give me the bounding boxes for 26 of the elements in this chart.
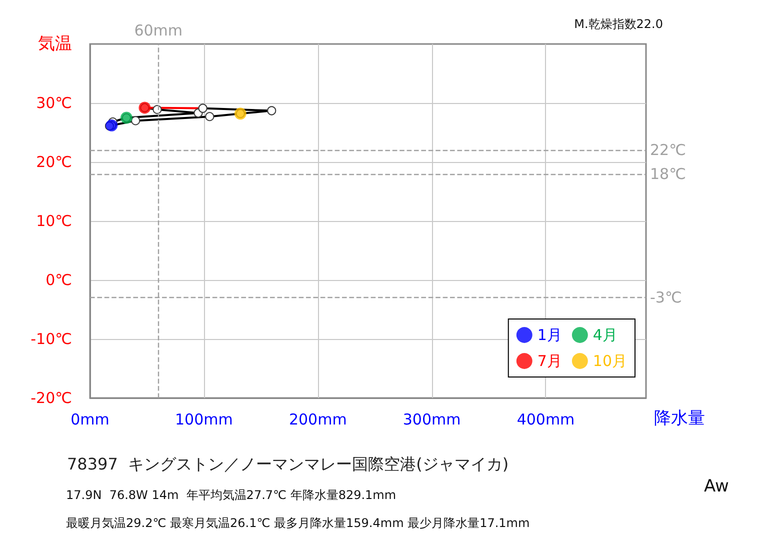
- text: 78397 キングストン／ノーマンマレー国際空港(ジャマイカ): [67, 454, 509, 474]
- y-tick-label: 10℃: [36, 212, 72, 230]
- y-tick-label: 30℃: [36, 94, 72, 112]
- text: M.乾燥指数22.0: [574, 17, 664, 31]
- ref-line-label: 60mm: [134, 22, 183, 40]
- y-tick-label: -10℃: [30, 330, 72, 348]
- text: 17.9N 76.8W 14m 年平均気温27.7℃ 年降水量829.1mm: [66, 488, 396, 502]
- ref-line-label: 22℃: [650, 141, 686, 160]
- y-axis-title: 気温: [38, 34, 72, 54]
- text: Aw: [704, 476, 729, 496]
- x-tick-label: 100mm: [175, 410, 233, 428]
- ref-line-label: 18℃: [650, 164, 686, 183]
- x-tick-label: 400mm: [516, 410, 575, 428]
- legend-label: 1月: [537, 326, 562, 344]
- ref-line-label: -3℃: [650, 288, 682, 307]
- text: 最暖月気温29.2℃ 最寒月気温26.1℃ 最多月降水量159.4mm 最少月降水量17.1mm: [66, 516, 530, 530]
- legend-label: 4月: [592, 326, 618, 344]
- legend-label: 10月: [592, 352, 628, 370]
- x-tick-label: 300mm: [402, 410, 461, 428]
- x-axis-title: 降水量: [654, 408, 705, 428]
- x-tick-label: 200mm: [288, 410, 347, 428]
- y-tick-label: 20℃: [36, 153, 72, 171]
- x-tick-label: 0mm: [70, 410, 110, 428]
- y-tick-label: -20℃: [30, 389, 72, 407]
- legend-label: 7月: [537, 352, 562, 370]
- y-tick-label: 0℃: [46, 271, 72, 289]
